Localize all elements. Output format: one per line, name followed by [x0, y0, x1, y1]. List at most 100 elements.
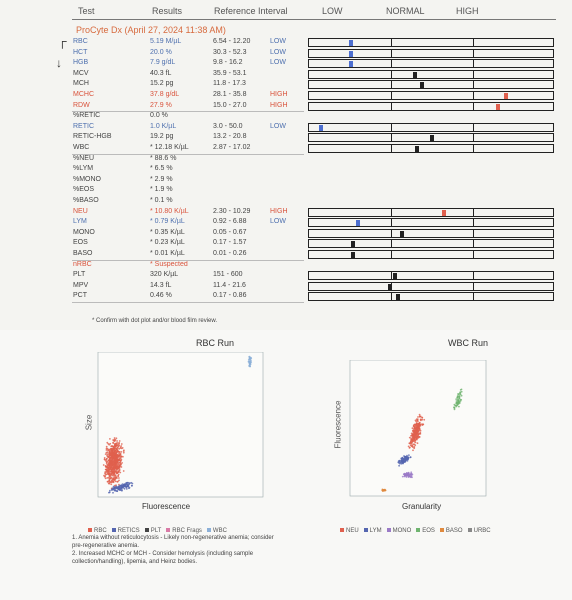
scatter-dot [109, 459, 112, 462]
scatter-dot [419, 418, 422, 421]
range-divider [391, 80, 392, 90]
rbc-run-legend: RBC RETICS PLT RBC Frags WBC [88, 519, 232, 537]
wbc-run-scatter [349, 360, 487, 497]
scatter-dot [408, 447, 411, 449]
scatter-dot [112, 439, 115, 442]
range-divider [391, 239, 392, 249]
scatter-dot [413, 425, 416, 428]
legend-label: BASO [445, 528, 463, 534]
scatter-dot [398, 464, 400, 467]
scatter-dot [104, 465, 107, 467]
result-row: %NEU * 88.6 % [0, 154, 300, 164]
scatter-dot [119, 463, 122, 465]
scatter-dot [403, 475, 406, 478]
scatter-dot [110, 479, 113, 482]
range-divider [391, 101, 392, 111]
range-divider [473, 281, 474, 291]
range-divider [473, 101, 474, 111]
scatter-dot [456, 396, 459, 399]
range-divider [473, 239, 474, 249]
scatter-dot [112, 464, 114, 467]
scatter-dot [103, 457, 106, 459]
legend-swatch [206, 528, 211, 532]
result-marker [348, 40, 353, 46]
scatter-dot [106, 441, 109, 444]
scatter-dot [110, 447, 113, 450]
scatter-dot [413, 434, 416, 437]
legend-label: WBC [212, 528, 227, 534]
result-marker [400, 230, 405, 237]
scatter-dot [106, 467, 109, 469]
range-bar [308, 69, 554, 79]
test-name: NEU [73, 207, 88, 215]
test-name: MCV [73, 69, 89, 77]
scatter-dot [410, 471, 413, 474]
result-marker [415, 146, 420, 152]
scatter-dot [410, 440, 412, 443]
scatter-dot [109, 438, 111, 440]
range-bar [308, 239, 554, 249]
legend-swatch [166, 528, 171, 532]
test-name: WBC [73, 144, 90, 151]
scatter-dot [248, 360, 250, 363]
scatter-dot [112, 477, 114, 480]
scatter-dot [105, 445, 108, 448]
range-divider [473, 122, 474, 132]
scatter-dot [128, 486, 131, 489]
scatter-dot [456, 395, 459, 397]
legend-item: MONO [386, 528, 411, 534]
legend-item: PLT [144, 528, 161, 534]
result-value: * 12.18 K/µL [150, 144, 189, 151]
scatter-dot [454, 404, 457, 407]
range-bar [308, 292, 554, 302]
pen-mark-arrow: ↓ [56, 56, 62, 70]
result-row: nRBC * Suspected [0, 260, 300, 270]
scatter-dot [118, 479, 120, 482]
scatter-dot [115, 462, 118, 465]
scatter-dot [412, 439, 415, 442]
scatter-dot [110, 445, 113, 447]
pen-mark-bracket: ┌ [58, 34, 67, 48]
result-row: %EOS * 1.9 % [0, 185, 300, 195]
scatter-dot [414, 419, 417, 422]
legend-swatch [363, 528, 368, 532]
scatter-dot [122, 455, 124, 458]
scatter-dot [113, 487, 116, 490]
scatter-dot [408, 474, 411, 477]
scatter-dot [423, 418, 426, 421]
scatter-dot [116, 464, 119, 467]
scatter-dot [118, 487, 121, 490]
rbc-run-xlabel: Fluorescence [142, 502, 191, 511]
result-value: 19.2 pg [150, 133, 174, 141]
scatter-dot [115, 444, 118, 447]
scatter-dot [416, 431, 419, 434]
scatter-dot [412, 446, 414, 448]
scatter-dot [118, 484, 121, 487]
scatter-dot [112, 452, 115, 454]
scatter-dot [384, 489, 387, 492]
scatter-dot [125, 486, 128, 489]
flag-label: LOW [270, 122, 286, 130]
scatter-dot [118, 447, 121, 450]
scatter-dot [116, 440, 118, 442]
scatter-dot [412, 449, 414, 452]
test-name: HGB [73, 59, 89, 67]
scatter-dot [111, 460, 114, 462]
legend-swatch [88, 528, 92, 532]
scatter-dot [119, 457, 122, 460]
note-line: 2. Increased MCHC or MCH - Consider hemo… [72, 551, 254, 557]
scatter-dot [115, 466, 117, 468]
legend-item: RBC Frags [166, 528, 202, 534]
range-divider [473, 133, 474, 143]
scatter-dot [417, 433, 420, 436]
header-test: Test [78, 6, 95, 16]
scatter-dot [381, 489, 384, 492]
scatter-dot [131, 482, 134, 485]
result-marker [393, 273, 398, 280]
scatter-dot [458, 396, 461, 399]
scatter-dot [108, 464, 111, 467]
scatter-dot [120, 455, 123, 458]
range-bar [308, 101, 554, 111]
range-bar [308, 48, 554, 58]
scatter-dot [119, 460, 122, 462]
